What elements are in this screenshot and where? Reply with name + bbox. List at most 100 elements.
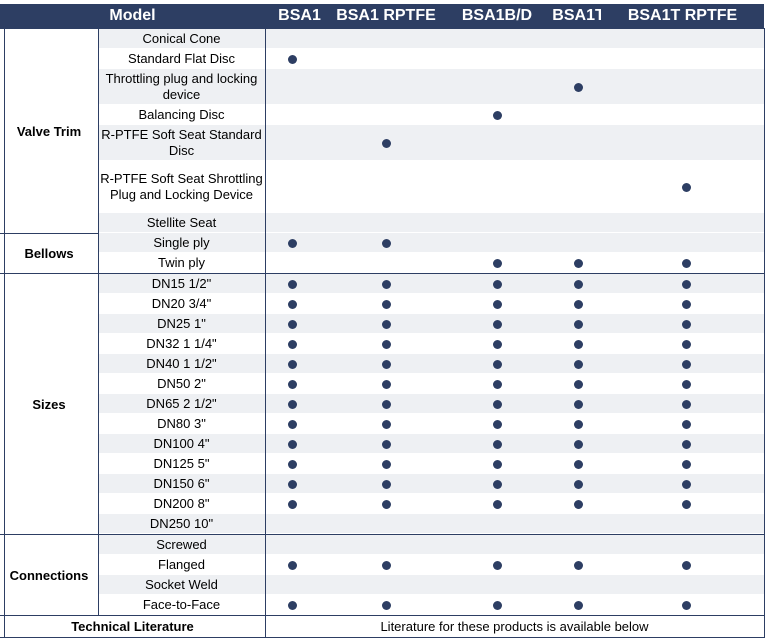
availability-dot [574, 561, 583, 570]
availability-dot [682, 601, 691, 610]
availability-dot [382, 340, 391, 349]
availability-dot [682, 480, 691, 489]
row-label: DN32 1 1/4" [146, 336, 217, 351]
header-column-bsa1-rptfe: BSA1 RPTFE [334, 4, 438, 28]
availability-dot [493, 380, 502, 389]
row-label: DN25 1" [157, 316, 206, 331]
row-label: Throttling plug and locking device [105, 71, 258, 102]
row-shade [98, 514, 764, 533]
availability-dot [288, 561, 297, 570]
row-shade [98, 394, 764, 413]
row-label: Stellite Seat [146, 215, 217, 230]
header-column-bsa1b-d: BSA1B/D [438, 4, 556, 28]
availability-dot [493, 300, 502, 309]
availability-dot [493, 280, 502, 289]
row-shade [98, 213, 764, 232]
row-shade [98, 535, 764, 554]
group-label-sizes: Sizes [32, 396, 66, 412]
availability-dot [288, 460, 297, 469]
availability-dot [682, 380, 691, 389]
table-border-left [4, 28, 5, 637]
availability-dot [682, 561, 691, 570]
availability-dot [288, 55, 297, 64]
row-label: DN100 4" [153, 436, 210, 451]
availability-dot [493, 420, 502, 429]
availability-dot [288, 400, 297, 409]
row-label: DN20 3/4" [151, 296, 212, 311]
availability-dot [493, 460, 502, 469]
technical-literature-label: Technical Literature [71, 619, 194, 634]
group-label-valve-trim: Valve Trim [16, 123, 82, 139]
row-shade [98, 474, 764, 493]
availability-dot [288, 320, 297, 329]
availability-dot [574, 360, 583, 369]
group-label-connections: Connections [9, 567, 89, 583]
availability-dot [574, 340, 583, 349]
row-label: DN200 8" [153, 496, 210, 511]
availability-dot [382, 480, 391, 489]
availability-dot [682, 360, 691, 369]
row-label: Socket Weld [145, 577, 218, 592]
availability-dot [574, 601, 583, 610]
row-label: DN50 2" [157, 376, 206, 391]
availability-dot [493, 440, 502, 449]
availability-dot [574, 400, 583, 409]
availability-dot [574, 460, 583, 469]
availability-dot [682, 460, 691, 469]
row-shade [98, 29, 764, 48]
row-label: DN15 1/2" [151, 276, 212, 291]
availability-dot [288, 239, 297, 248]
availability-dot [382, 440, 391, 449]
availability-dot [682, 340, 691, 349]
availability-dot [382, 460, 391, 469]
availability-dot [382, 320, 391, 329]
row-label: Twin ply [158, 255, 205, 270]
availability-dot [493, 320, 502, 329]
row-shade [98, 125, 764, 160]
availability-dot [493, 259, 502, 268]
table-border-bottom [0, 637, 765, 638]
row-shade [98, 233, 764, 252]
row-label: DN125 5" [153, 456, 210, 471]
availability-dot [574, 380, 583, 389]
row-shade [98, 314, 764, 333]
availability-dot [493, 500, 502, 509]
row-label: Single ply [153, 235, 210, 250]
header-column-bsa1t: BSA1T [552, 4, 605, 28]
row-label: DN150 6" [153, 476, 210, 491]
row-label: R-PTFE Soft Seat Standard Disc [101, 127, 262, 158]
row-label: R-PTFE Soft Seat Shrottling Plug and Loc… [100, 171, 263, 202]
availability-dot [574, 259, 583, 268]
availability-dot [382, 360, 391, 369]
availability-dot [382, 561, 391, 570]
availability-dot [288, 500, 297, 509]
availability-dot [382, 239, 391, 248]
availability-dot [382, 601, 391, 610]
availability-dot [288, 280, 297, 289]
availability-dot [682, 300, 691, 309]
availability-dot [382, 139, 391, 148]
row-shade [98, 274, 764, 293]
header-column-bsa1t-rptfe: BSA1T RPTFE [601, 4, 764, 28]
row-shade [98, 575, 764, 594]
row-label: Screwed [156, 537, 207, 552]
availability-dot [288, 340, 297, 349]
availability-dot [493, 480, 502, 489]
availability-dot [382, 380, 391, 389]
availability-dot [382, 280, 391, 289]
availability-dot [493, 360, 502, 369]
availability-dot [493, 111, 502, 120]
row-label: Flanged [158, 557, 205, 572]
availability-dot [288, 601, 297, 610]
availability-dot [382, 400, 391, 409]
label-column-divider [265, 28, 266, 637]
group-label-bellows: Bellows [24, 245, 74, 261]
row-shade [98, 69, 764, 104]
availability-dot [288, 360, 297, 369]
table-border-top [0, 28, 765, 29]
availability-dot [682, 183, 691, 192]
availability-dot [574, 320, 583, 329]
availability-dot [288, 380, 297, 389]
row-label: Standard Flat Disc [128, 51, 235, 66]
